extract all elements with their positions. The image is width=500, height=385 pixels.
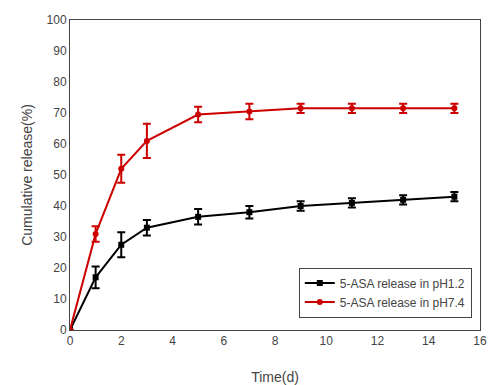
svg-text:70: 70 (53, 106, 67, 120)
svg-text:6: 6 (220, 334, 227, 348)
svg-text:40: 40 (53, 199, 67, 213)
svg-text:0: 0 (67, 334, 74, 348)
svg-text:14: 14 (422, 334, 436, 348)
svg-text:10: 10 (320, 334, 334, 348)
svg-text:8: 8 (272, 334, 279, 348)
svg-text:4: 4 (169, 334, 176, 348)
svg-text:Time(d): Time(d) (251, 369, 299, 385)
svg-text:30: 30 (53, 230, 67, 244)
svg-text:100: 100 (47, 13, 67, 27)
svg-text:12: 12 (371, 334, 385, 348)
svg-text:2: 2 (118, 334, 125, 348)
svg-text:20: 20 (53, 261, 67, 275)
svg-text:16: 16 (473, 334, 487, 348)
svg-text:60: 60 (53, 137, 67, 151)
svg-text:10: 10 (53, 292, 67, 306)
svg-text:50: 50 (53, 168, 67, 182)
svg-text:Cumulative release(%): Cumulative release(%) (19, 104, 35, 246)
svg-text:90: 90 (53, 44, 67, 58)
svg-text:0: 0 (60, 323, 67, 337)
svg-text:80: 80 (53, 75, 67, 89)
svg-text:5-ASA release in pH1.2: 5-ASA release in pH1.2 (340, 277, 465, 291)
svg-text:5-ASA release in pH7.4: 5-ASA release in pH7.4 (340, 296, 465, 310)
